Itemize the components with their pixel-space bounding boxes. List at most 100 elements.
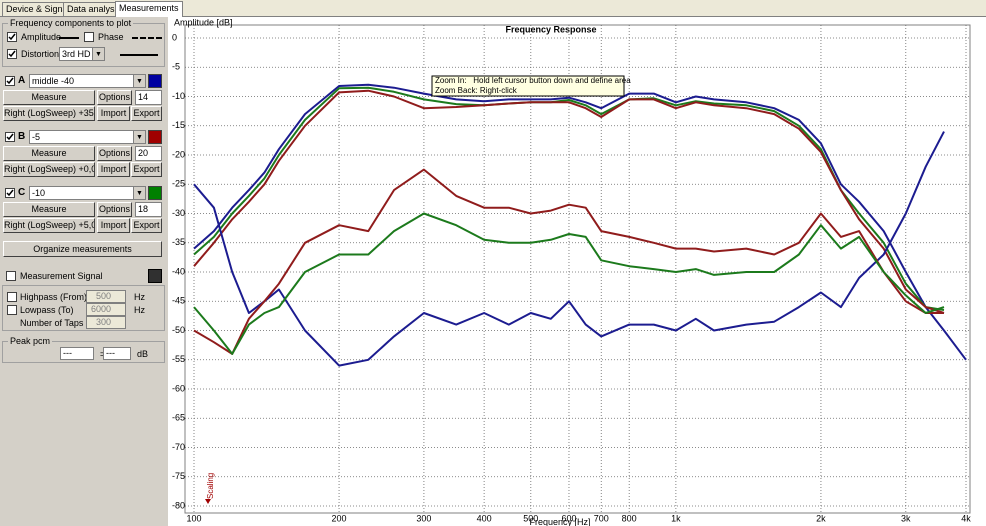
tab-active[interactable]: Measurements — [115, 1, 183, 17]
checkbox-checked[interactable] — [5, 76, 15, 86]
checkbox-checked[interactable] — [7, 32, 17, 42]
filter-label: Number of Taps — [20, 318, 84, 328]
color-swatch[interactable] — [148, 186, 162, 200]
x-tick-label: 200 — [332, 513, 347, 523]
unit: Hz — [134, 292, 145, 302]
line-style-solid — [59, 37, 79, 39]
spin-box[interactable]: 18 — [135, 202, 162, 217]
measurement-c: C -10 ▼ Measure Options 18 Right (LogSwee… — [0, 185, 168, 233]
x-tick-label: 300 — [416, 513, 431, 523]
checkbox-label: Distortion — [21, 49, 60, 59]
x-axis-label: Frequency [Hz] — [529, 517, 590, 526]
checkbox[interactable] — [84, 32, 94, 42]
measurement-name: -10 — [32, 188, 46, 198]
chart[interactable]: Amplitude [dB] Frequency Response Freque… — [168, 17, 986, 526]
y-tick-label: -55 — [172, 354, 185, 364]
options-button[interactable]: Options — [97, 146, 132, 161]
tooltip-line: Zoom Back: Right-click — [435, 86, 518, 95]
options-button[interactable]: Options — [97, 90, 132, 105]
dropdown[interactable]: 3rd HD ▼ — [59, 47, 105, 61]
marks: 0 -5 -10 -15 -20 -25 -30 -35 -40 -45 -50 -55 -60 -65 -… — [172, 25, 971, 523]
measure-button[interactable]: Measure — [3, 146, 95, 161]
checkbox-label: Amplitude — [21, 32, 62, 42]
equals: = — [100, 348, 105, 360]
import-button[interactable]: Import — [97, 218, 130, 233]
x-tick-label: 100 — [186, 513, 201, 523]
x-tick-label: 400 — [477, 513, 492, 523]
series-line — [193, 131, 945, 367]
y-axis-label: Amplitude [dB] — [174, 17, 233, 27]
y-tick-label: -70 — [172, 442, 185, 452]
peak-left: --- — [60, 347, 94, 360]
measure-button[interactable]: Measure — [3, 90, 95, 105]
filter-group — [2, 285, 165, 331]
checkbox-checked[interactable] — [5, 132, 15, 142]
x-tick-label: 4k — [961, 513, 971, 523]
spin-box[interactable]: 14 — [135, 90, 162, 105]
measurement-letter: C — [18, 187, 26, 198]
measurement-name: middle -40 — [32, 76, 75, 86]
x-tick-label: 1k — [671, 513, 681, 523]
name-combobox[interactable]: -10 ▼ — [29, 186, 146, 200]
group-title: Frequency components to plot — [8, 17, 134, 29]
y-tick-label: -60 — [172, 383, 185, 393]
export-button[interactable]: Export — [131, 106, 162, 121]
name-combobox[interactable]: -5 ▼ — [29, 130, 146, 144]
color-swatch[interactable] — [148, 130, 162, 144]
spin-box[interactable]: 20 — [135, 146, 162, 161]
lowpass-field[interactable]: 6000 — [86, 303, 126, 316]
y-tick-label: -40 — [172, 266, 185, 276]
y-tick-label: -20 — [172, 149, 185, 159]
y-tick-label: -50 — [172, 325, 185, 335]
tooltip: Zoom In: Hold left cursor button down an… — [431, 75, 631, 97]
series-line — [193, 83, 967, 361]
measurement-letter: B — [18, 131, 26, 142]
y-tick-label: -80 — [172, 500, 185, 510]
control-panel: Frequency components to plot Amplitude P… — [0, 17, 168, 526]
organize-button[interactable]: Organize measurements — [3, 241, 162, 257]
x-tick-label: 600 — [561, 513, 576, 523]
signal-label: Right (LogSweep) +5,0dB — [3, 218, 95, 233]
measurement-letter: A — [18, 75, 26, 86]
filter-label: Highpass (From) — [20, 292, 88, 302]
series-line — [193, 212, 945, 355]
chart-title: Frequency Response — [505, 24, 596, 34]
y-tick-label: -15 — [172, 120, 185, 130]
signal-color[interactable] — [148, 269, 162, 283]
y-tick-label: -45 — [172, 296, 185, 306]
unit: Hz — [134, 305, 145, 315]
checkbox-checked[interactable] — [5, 188, 15, 198]
measurement-b: B -5 ▼ Measure Options 20 Right (LogSweep… — [0, 129, 168, 177]
measurement-name: -5 — [32, 132, 41, 142]
checkbox[interactable] — [7, 292, 17, 302]
signal-label: Right (LogSweep) +0,0dB — [3, 162, 95, 177]
plot-area — [184, 24, 971, 514]
color-swatch[interactable] — [148, 74, 162, 88]
measure-button[interactable]: Measure — [3, 202, 95, 217]
checkbox-checked[interactable] — [7, 49, 17, 59]
y-tick-label: -10 — [172, 91, 185, 101]
checkbox-label: Phase — [98, 32, 124, 42]
x-tick-label: 500 — [523, 513, 538, 523]
import-button[interactable]: Import — [97, 162, 130, 177]
name-combobox[interactable]: middle -40 ▼ — [29, 74, 146, 88]
taps-field[interactable]: 300 — [86, 316, 126, 329]
scaling-label: Scaling — [206, 473, 215, 499]
unit: dB — [137, 349, 149, 359]
peak-right: --- — [103, 347, 131, 360]
options-button[interactable]: Options — [97, 202, 132, 217]
export-button[interactable]: Export — [131, 218, 162, 233]
x-tick-label: 2k — [816, 513, 826, 523]
checkbox[interactable] — [6, 271, 16, 281]
series-line — [193, 168, 944, 355]
import-button[interactable]: Import — [97, 106, 130, 121]
x-tick-label: 3k — [901, 513, 911, 523]
highpass-field[interactable]: 500 — [86, 290, 126, 303]
export-button[interactable]: Export — [131, 162, 162, 177]
measurement-a: A middle -40 ▼ Measure Options 14 Right (… — [0, 73, 168, 121]
checkbox[interactable] — [7, 305, 17, 315]
series-line — [193, 89, 945, 314]
peak-group — [2, 341, 165, 363]
filter-label: Lowpass (To) — [20, 305, 74, 315]
